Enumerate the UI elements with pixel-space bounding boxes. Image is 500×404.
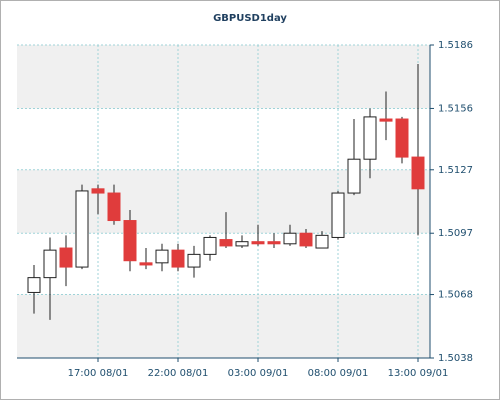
- candle-body: [203, 236, 217, 255]
- candle-body: [59, 247, 73, 268]
- plot-band: [17, 45, 430, 109]
- candle-body: [155, 249, 169, 264]
- plot-band: [17, 294, 430, 358]
- candle-body: [267, 241, 281, 245]
- x-tick-label: 03:00 09/01: [228, 368, 289, 379]
- candle-body: [91, 188, 105, 194]
- candle-body: [139, 262, 153, 266]
- candle-body: [27, 277, 41, 293]
- candle-body: [251, 241, 265, 245]
- chart-title: GBPUSD1day: [213, 13, 287, 24]
- candle-body: [395, 118, 409, 158]
- y-tick-label: 1.5038: [438, 353, 473, 364]
- candle-body: [107, 192, 121, 222]
- candle-body: [411, 156, 425, 190]
- candle-body: [379, 118, 393, 122]
- candle-body: [347, 158, 361, 194]
- candle-body: [315, 234, 329, 249]
- candle-body: [299, 232, 313, 247]
- candle-body: [75, 190, 89, 268]
- y-tick-label: 1.5186: [438, 40, 473, 51]
- y-tick-label: 1.5156: [438, 103, 473, 114]
- candle-body: [363, 116, 377, 160]
- y-tick-label: 1.5097: [438, 228, 473, 239]
- candle-body: [235, 241, 249, 247]
- candle-body: [43, 249, 57, 279]
- candle-body: [331, 192, 345, 238]
- y-tick-label: 1.5127: [438, 165, 473, 176]
- x-tick-label: 13:00 09/01: [388, 368, 449, 379]
- x-tick-label: 08:00 09/01: [308, 368, 369, 379]
- candle-body: [219, 239, 233, 247]
- y-tick-label: 1.5068: [438, 290, 473, 301]
- candle-body: [171, 249, 185, 268]
- x-tick-label: 22:00 08/01: [148, 368, 209, 379]
- x-tick-label: 17:00 08/01: [68, 368, 129, 379]
- candle-body: [283, 232, 297, 245]
- candle-body: [187, 253, 201, 268]
- candle-body: [123, 220, 137, 262]
